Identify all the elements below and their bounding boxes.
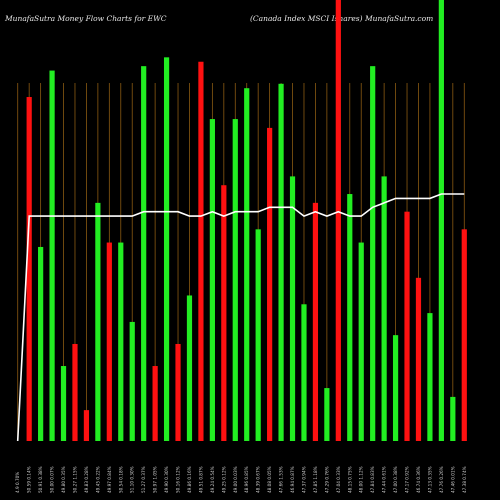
- x-tick-label: 47.44 0.61%: [382, 466, 387, 493]
- volume-bar: [438, 0, 444, 441]
- volume-bar: [335, 0, 341, 441]
- money-flow-series-line: [16, 193, 465, 442]
- x-tick-label: 49.24 0.54%: [210, 466, 215, 493]
- volume-bar: [209, 119, 215, 441]
- x-tick-label: 47.00 0.38%: [393, 466, 398, 493]
- x-tick-label: 47.17 0.92%: [405, 466, 410, 493]
- volume-bar: [198, 61, 204, 442]
- x-tick-label: 47.85 1.18%: [313, 466, 318, 493]
- volume-bar: [221, 185, 227, 441]
- x-tick-label: 47.29 0.76%: [324, 466, 329, 493]
- x-tick-label: 47.37 0.94%: [301, 466, 306, 493]
- x-tick-label: 47.04 0.33%: [336, 466, 341, 493]
- x-tick-label: 47.13 0.35%: [427, 466, 432, 493]
- volume-bar: [289, 176, 296, 441]
- volume-bar: [244, 88, 250, 441]
- volume-bar: [461, 229, 467, 441]
- x-tick-label: 50.97 1.05%: [153, 466, 158, 493]
- x-tick-label: 47.66 1.53%: [279, 466, 284, 493]
- x-tick-label: 49.45 0.22%: [95, 466, 100, 493]
- x-tick-label: 48.00 1.12%: [359, 466, 364, 493]
- x-tick-label: 50.54 0.18%: [118, 466, 123, 493]
- x-tick-label: 49.86 0.16%: [187, 466, 192, 493]
- x-tick-label: 47.76 0.26%: [439, 466, 444, 493]
- x-tick-label: 51.27 0.37%: [141, 466, 146, 493]
- x-tick-label: 50.16 0.12%: [176, 466, 181, 493]
- volume-bar: [267, 127, 273, 441]
- volume-bar: [175, 343, 181, 441]
- volume-bar: [163, 57, 170, 442]
- x-tick-label: 47.46 0.01%: [450, 466, 455, 493]
- x-tick-label: 48.96 0.85%: [244, 466, 249, 493]
- x-tick-label: 49.51 0.87%: [198, 466, 203, 493]
- x-tick-label: 49.97 0.84%: [107, 466, 112, 493]
- volume-bar: [95, 202, 101, 441]
- x-tick-label: 49.90 0.30%: [164, 466, 169, 493]
- volume-bar: [26, 97, 32, 442]
- volume-bar: [106, 242, 112, 441]
- volume-bar: [392, 335, 399, 441]
- volume-bar: [118, 242, 124, 441]
- x-tick-label: 47.38 0.74%: [462, 466, 467, 493]
- x-tick-label: 50.91 0.38%: [38, 466, 43, 493]
- x-tick-label: 48.39 0.67%: [256, 466, 261, 493]
- x-tick-label: 49.80 0.35%: [61, 466, 66, 493]
- x-tick-label: 50.00 0.07%: [50, 466, 55, 493]
- chart-title: MunafaSutra Money Flow Charts for EWC: [5, 14, 167, 23]
- x-tick-label: 49.83 0.28%: [84, 466, 89, 493]
- x-tick-label: 49.25 0.12%: [221, 466, 226, 493]
- x-tick-label: 51.10 0.30%: [130, 466, 135, 493]
- volume-bar: [450, 396, 456, 441]
- volume-bar: [186, 295, 193, 441]
- volume-bar: [404, 211, 410, 441]
- volume-bar: [129, 321, 135, 441]
- volume-bar: [141, 66, 147, 442]
- x-tick-label: 49.00 0.03%: [233, 466, 238, 493]
- x-tick-labels: 4.9 0.70% 50.59 0.14% 50.91 0.38% 50.00 0.0…: [15, 466, 467, 493]
- x-tick-label: 48.15 0.75%: [347, 466, 352, 493]
- x-tick-label: 4.9 0.70%: [15, 472, 20, 493]
- volume-bar: [312, 202, 319, 441]
- volume-bar: [370, 66, 376, 442]
- volume-bar: [301, 304, 307, 441]
- volume-bar: [415, 277, 422, 441]
- money-flow-line: [16, 193, 465, 442]
- x-tick-label: 47.84 0.83%: [370, 466, 375, 493]
- volume-bar: [358, 242, 364, 441]
- x-tick-label: 48.08 0.05%: [267, 466, 272, 493]
- volume-bar: [232, 119, 238, 441]
- x-tick-label: 50.59 0.14%: [27, 466, 32, 493]
- volume-bar: [83, 410, 90, 441]
- volume-bar: [255, 229, 261, 441]
- chart-subtitle: (Canada Index MSCI Ishares) MunafaSutra.…: [250, 14, 434, 23]
- x-tick-label: 50.27 1.15%: [72, 466, 77, 493]
- volume-bar: [49, 70, 55, 441]
- volume-bar: [427, 313, 433, 441]
- volume-bars: [26, 0, 467, 442]
- volume-bar: [278, 83, 284, 441]
- volume-bar: [72, 343, 78, 441]
- x-tick-label: 46.94 0.87%: [290, 466, 295, 493]
- volume-bar: [347, 194, 353, 441]
- volume-bar: [324, 388, 330, 441]
- volume-bar: [38, 246, 44, 441]
- volume-bar: [60, 366, 67, 441]
- volume-bar: [152, 366, 158, 441]
- volume-bar: [381, 176, 387, 441]
- x-tick-label: 46.74 0.36%: [416, 466, 421, 493]
